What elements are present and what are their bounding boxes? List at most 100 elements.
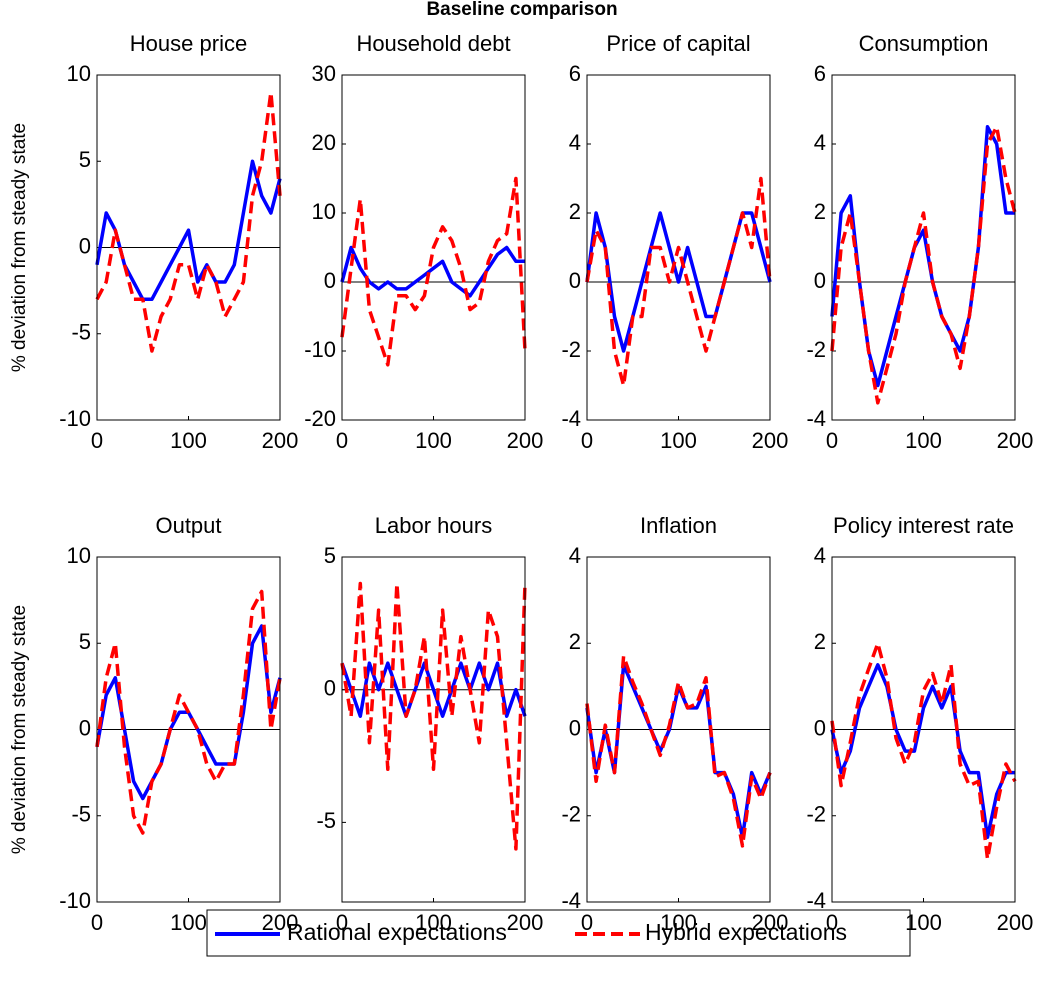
y-tick-label: -20 <box>304 406 336 431</box>
subplot-title: Output <box>155 513 221 538</box>
x-tick-label: 0 <box>336 910 348 935</box>
y-axis-label: % deviation from steady state <box>9 123 30 372</box>
x-tick-label: 0 <box>336 428 348 453</box>
x-tick-label: 0 <box>826 428 838 453</box>
y-tick-label: 4 <box>814 130 826 155</box>
y-tick-label: -10 <box>304 337 336 362</box>
y-tick-label: 30 <box>312 61 336 86</box>
series-line <box>95 90 282 353</box>
subplot-title: House price <box>130 31 247 56</box>
y-tick-label: 5 <box>324 543 336 568</box>
y-tick-label: 0 <box>569 268 581 293</box>
y-tick-label: 20 <box>312 130 336 155</box>
x-tick-label: 100 <box>170 428 207 453</box>
y-tick-label: -2 <box>806 802 826 827</box>
y-tick-label: -2 <box>561 337 581 362</box>
subplot-title: Policy interest rate <box>833 513 1014 538</box>
x-tick-label: 200 <box>507 428 544 453</box>
subplot: Inflation -4 -2 0 2 4 0 100 200 <box>561 513 788 935</box>
axes-frame <box>831 74 1016 421</box>
axes-frame <box>831 556 1016 903</box>
y-tick-label: 0 <box>79 233 91 258</box>
x-tick-label: 200 <box>752 428 789 453</box>
y-tick-label: 6 <box>569 61 581 86</box>
axes-frame <box>586 74 771 421</box>
legend-label: Hybrid expectations <box>645 919 847 945</box>
legend: Rational expectations Hybrid expectation… <box>206 909 911 957</box>
x-tick-label: 100 <box>905 910 942 935</box>
subplot: Household debt -20 -10 0 10 20 30 0 100 200 <box>304 31 543 453</box>
y-tick-label: -10 <box>59 406 91 431</box>
plot-area <box>832 75 1015 420</box>
x-tick-label: 0 <box>581 428 593 453</box>
x-tick-label: 0 <box>91 910 103 935</box>
subplot-title: Consumption <box>859 31 989 56</box>
subplot-title: Inflation <box>640 513 717 538</box>
x-tick-label: 0 <box>91 428 103 453</box>
y-tick-label: 0 <box>814 268 826 293</box>
y-tick-label: 2 <box>814 199 826 224</box>
y-tick-label: 2 <box>814 629 826 654</box>
x-tick-label: 100 <box>415 910 452 935</box>
subplot: Policy interest rate -4 -2 0 2 4 0 100 200 <box>806 513 1033 935</box>
subplot-title: Price of capital <box>606 31 750 56</box>
y-tick-label: -4 <box>561 406 581 431</box>
y-tick-label: 0 <box>324 268 336 293</box>
y-tick-label: 0 <box>324 676 336 701</box>
y-tick-label: -4 <box>806 406 826 431</box>
y-tick-label: -2 <box>806 337 826 362</box>
y-tick-label: 4 <box>569 130 581 155</box>
y-tick-label: 0 <box>814 715 826 740</box>
series-line <box>585 176 772 388</box>
y-tick-label: 0 <box>79 715 91 740</box>
series-line <box>95 589 282 835</box>
series-line <box>585 211 772 353</box>
series-line <box>830 125 1017 405</box>
y-tick-label: -5 <box>71 802 91 827</box>
subplot: Consumption -4 -2 0 2 4 6 0 100 200 <box>806 31 1033 453</box>
series-line <box>340 176 527 367</box>
x-tick-label: 200 <box>752 910 789 935</box>
y-tick-label: 2 <box>569 629 581 654</box>
axes-frame <box>341 556 526 903</box>
series-line <box>340 581 527 851</box>
subplot-title: Labor hours <box>375 513 492 538</box>
y-tick-label: -5 <box>316 808 336 833</box>
axes-frame <box>586 556 771 903</box>
x-tick-label: 0 <box>826 910 838 935</box>
x-tick-label: 100 <box>660 910 697 935</box>
x-tick-label: 100 <box>905 428 942 453</box>
x-tick-label: 100 <box>660 428 697 453</box>
y-tick-label: -4 <box>806 888 826 913</box>
subplot: House price % deviation from steady state… <box>9 31 298 453</box>
plot-area <box>342 557 525 902</box>
y-tick-label: 0 <box>569 715 581 740</box>
y-tick-label: 2 <box>569 199 581 224</box>
x-tick-label: 200 <box>997 910 1034 935</box>
x-tick-label: 200 <box>262 910 299 935</box>
subplot: Output % deviation from steady state -10 -5… <box>9 513 298 935</box>
y-tick-label: 10 <box>312 199 336 224</box>
subplot-title: Household debt <box>356 31 510 56</box>
subplot: Price of capital -4 -2 0 2 4 6 0 100 200 <box>561 31 788 453</box>
figure-title: Baseline comparison <box>426 0 617 20</box>
y-tick-label: 5 <box>79 629 91 654</box>
y-tick-label: 4 <box>569 543 581 568</box>
x-tick-label: 0 <box>581 910 593 935</box>
y-axis-label: % deviation from steady state <box>9 605 30 854</box>
axes-frame <box>341 74 526 421</box>
y-tick-label: -5 <box>71 320 91 345</box>
axes-frame <box>96 556 281 903</box>
x-tick-label: 200 <box>262 428 299 453</box>
legend-label: Rational expectations <box>287 919 507 945</box>
y-tick-label: -10 <box>59 888 91 913</box>
x-tick-label: 100 <box>415 428 452 453</box>
y-tick-label: -4 <box>561 888 581 913</box>
series-line <box>585 654 772 848</box>
y-tick-label: 4 <box>814 543 826 568</box>
y-tick-label: 6 <box>814 61 826 86</box>
y-tick-label: -2 <box>561 802 581 827</box>
x-tick-label: 200 <box>507 910 544 935</box>
axes-frame <box>96 74 281 421</box>
